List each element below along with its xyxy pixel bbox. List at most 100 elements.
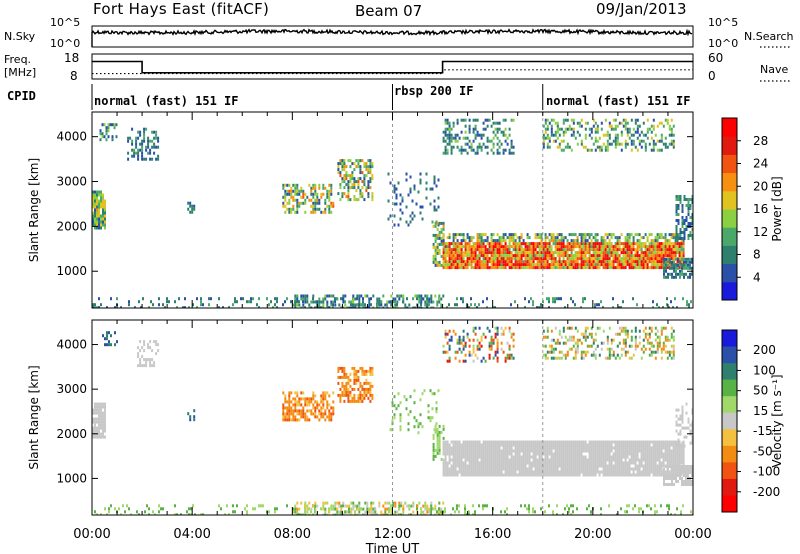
data-cell [468,245,471,249]
data-cell [636,467,639,471]
data-cell [666,452,669,456]
data-region-12 [663,257,693,279]
data-cell [516,440,519,444]
data-cell [588,452,591,456]
data-cell [496,266,499,270]
data-cell [286,400,289,404]
data-cell [282,406,285,410]
data-cell [102,220,104,224]
data-cell [98,432,100,436]
data-cell [294,297,297,301]
data-cell [446,142,449,146]
data-cell [562,473,565,477]
data-cell [444,446,447,450]
data-cell [308,303,311,307]
data-cell [536,443,539,447]
data-cell [460,467,463,471]
data-cell [296,412,299,416]
data-cell [492,356,495,360]
data-cell [246,300,248,304]
data-cell [638,449,641,453]
data-cell [564,245,567,249]
data-cell [302,189,305,193]
data-cell [524,443,527,447]
data-cell [403,395,406,399]
data-cell [359,195,362,199]
data-cell [658,254,661,258]
data-cell [544,263,547,267]
data-cell [104,208,106,212]
data-cell [530,467,533,471]
data-cell [448,263,451,267]
data-cell [298,303,301,307]
data-cell [590,266,593,270]
data-cell [600,236,603,240]
data-cell [484,470,487,474]
data-cell [490,458,493,462]
data-cell [436,233,439,237]
data-cell [546,242,549,246]
data-cell [574,254,577,258]
data-cell [500,254,503,258]
data-cell [478,443,481,447]
data-cell [476,344,479,348]
data-cell [520,464,523,468]
data-cell [546,266,549,270]
data-cell [100,214,102,218]
data-cell [111,135,114,139]
data-cell [504,127,507,131]
data-cell [606,464,609,468]
data-cell [576,251,579,255]
data-cell [498,236,501,240]
data-cell [367,183,370,187]
data-cell [486,251,489,255]
data-cell [480,254,483,258]
data-cell [486,452,489,456]
data-cell [318,297,321,301]
data-cell [504,118,507,122]
data-cell [368,303,371,307]
data-cell [332,204,335,208]
data-cell [504,260,507,264]
data-cell [522,464,525,468]
data-cell [139,142,142,146]
data-cell [526,470,529,474]
data-cell [590,263,593,267]
data-cell [679,269,681,273]
data-cell [349,174,352,178]
data-cell [604,440,607,444]
data-cell [506,260,509,264]
data-cell [292,403,295,407]
colorbar-frame [721,117,738,301]
data-cell [486,306,488,308]
data-cell [294,400,297,404]
data-cell [332,201,335,205]
data-cell [636,124,639,128]
data-cell [446,121,449,125]
data-cell [456,338,459,342]
data-cell [94,193,96,197]
data-cell [558,145,561,149]
data-cell [646,260,649,264]
data-cell [306,297,309,301]
data-cell [504,359,507,363]
data-cell [522,443,525,447]
data-cell [365,387,368,391]
data-cell [554,139,557,143]
data-cell [568,452,571,456]
data-cell [369,165,372,169]
data-cell [312,186,315,190]
data-cell [550,257,553,261]
data-cell [691,234,693,237]
data-cell [462,233,465,237]
data-cell [522,467,525,471]
data-cell [442,458,445,462]
data-cell [498,455,501,459]
data-cell [510,458,513,462]
data-cell [646,467,649,471]
data-cell [544,353,547,357]
data-cell [570,260,573,264]
data-cell [102,208,104,212]
data-cell [339,162,342,166]
data-cell [153,130,156,134]
